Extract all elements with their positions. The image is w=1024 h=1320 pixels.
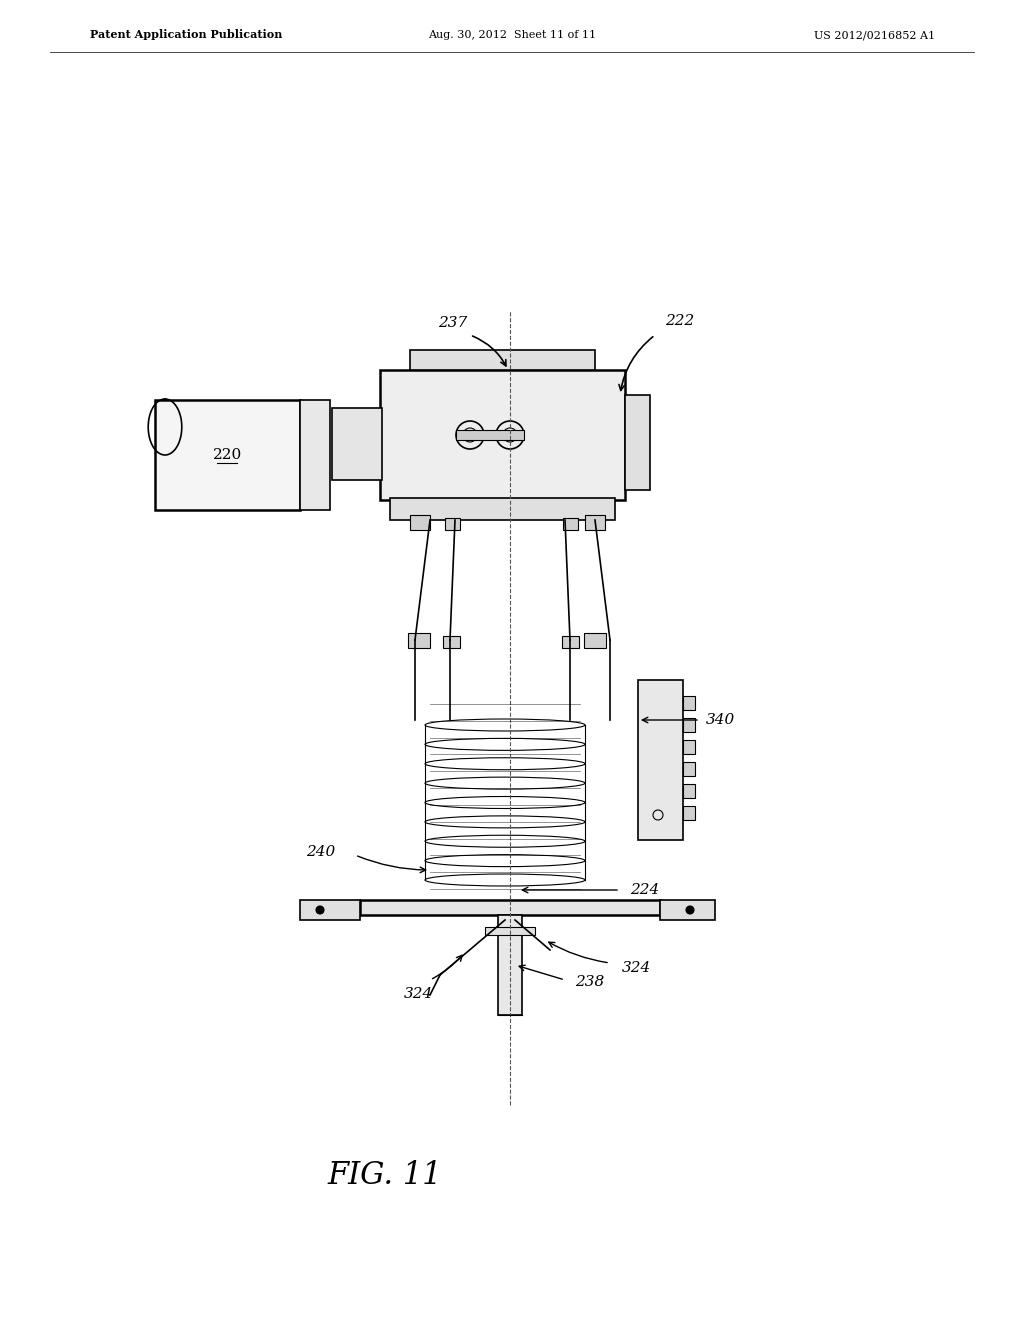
Bar — [410, 350, 595, 370]
Text: Aug. 30, 2012  Sheet 11 of 11: Aug. 30, 2012 Sheet 11 of 11 — [428, 30, 596, 40]
Bar — [445, 517, 460, 531]
Bar — [390, 498, 615, 520]
Circle shape — [316, 906, 324, 913]
Text: FIG. 11: FIG. 11 — [328, 1159, 442, 1191]
Text: 220: 220 — [213, 447, 242, 462]
Text: 237: 237 — [438, 315, 468, 330]
Text: 240: 240 — [306, 845, 335, 859]
Bar — [485, 927, 535, 935]
Bar — [584, 634, 606, 648]
Text: 238: 238 — [575, 975, 604, 989]
Circle shape — [686, 906, 694, 913]
Text: 224: 224 — [630, 883, 659, 898]
Bar — [456, 430, 524, 440]
Bar — [683, 784, 695, 799]
Bar — [380, 370, 625, 500]
Text: 340: 340 — [706, 713, 735, 727]
Bar — [498, 915, 522, 1015]
Text: 324: 324 — [403, 987, 432, 1001]
Text: Patent Application Publication: Patent Application Publication — [90, 29, 283, 41]
Text: 324: 324 — [622, 961, 651, 975]
Bar — [443, 636, 460, 648]
Bar — [638, 680, 683, 840]
Bar — [155, 400, 300, 510]
Bar — [660, 900, 715, 920]
Bar — [562, 636, 579, 648]
Bar — [360, 900, 660, 915]
Bar — [300, 900, 360, 920]
Bar — [683, 762, 695, 776]
Bar — [683, 696, 695, 710]
Bar — [585, 515, 605, 531]
Bar — [563, 517, 578, 531]
Bar — [683, 741, 695, 754]
Bar — [300, 400, 330, 510]
Bar — [332, 408, 382, 480]
Bar — [683, 718, 695, 733]
Text: 222: 222 — [665, 314, 694, 327]
Bar — [683, 807, 695, 820]
Bar — [410, 515, 430, 531]
Bar — [625, 395, 650, 490]
Bar — [408, 634, 430, 648]
Text: US 2012/0216852 A1: US 2012/0216852 A1 — [814, 30, 935, 40]
